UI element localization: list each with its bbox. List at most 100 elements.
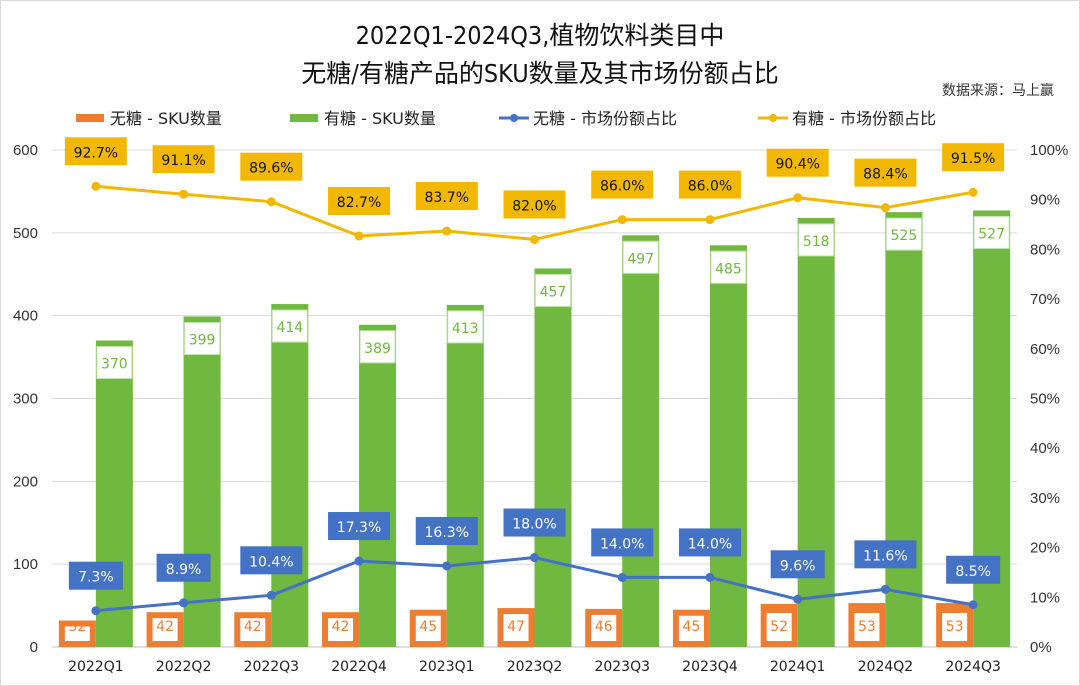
line-label-sugared: 92.7% — [74, 145, 118, 161]
line-point — [91, 181, 101, 191]
line-point — [266, 590, 276, 600]
y2-tick-label: 100% — [1030, 142, 1068, 159]
x-tick-label: 2022Q4 — [331, 659, 387, 675]
bar-label-sugar-free: 42 — [244, 619, 262, 635]
line-label-sugar-free: 8.9% — [166, 562, 202, 578]
y-tick-label: 500 — [13, 225, 38, 242]
bar-label-box — [328, 618, 354, 641]
y-tick-label: 600 — [13, 142, 38, 159]
y2-tick-label: 70% — [1030, 291, 1060, 308]
bar-label-sugared: 525 — [891, 228, 918, 244]
line-point — [617, 572, 627, 582]
bar-label-box — [885, 217, 922, 251]
x-tick-label: 2023Q1 — [419, 659, 475, 675]
y2-tick-label: 50% — [1030, 391, 1060, 408]
y-tick-label: 0 — [30, 639, 38, 656]
bar-label-sugar-free: 42 — [332, 619, 350, 635]
line-point — [266, 197, 276, 207]
bar-label-box — [622, 240, 659, 274]
line-label-box — [415, 516, 478, 545]
line-label-box — [503, 190, 566, 219]
line-point — [530, 234, 539, 244]
line-label-sugar-free: 9.6% — [780, 558, 816, 574]
line-label-sugared: 89.6% — [249, 161, 293, 177]
line-label-box — [240, 546, 303, 575]
line-point — [179, 598, 189, 608]
bar-label-sugar-free: 45 — [683, 619, 701, 635]
line-label-box — [766, 148, 829, 177]
line-label-box — [591, 528, 654, 557]
legend-label: 有糖 - SKU数量 — [324, 109, 436, 128]
bar-sugared-sku — [885, 212, 923, 647]
chart-title: 2022Q1-2024Q3,植物饮料类目中 — [355, 21, 725, 50]
y2-tick-label: 60% — [1030, 341, 1060, 358]
line-label-sugared: 82.0% — [512, 198, 556, 214]
chart-subtitle: 无糖/有糖产品的SKU数量及其市场份额占比 — [301, 59, 779, 88]
line-label-box — [328, 186, 391, 215]
line-label-box — [503, 508, 566, 537]
bar-label-sugared: 399 — [189, 332, 216, 348]
line-label-box — [770, 550, 825, 579]
bar-label-box — [591, 614, 617, 641]
legend-label: 有糖 - 市场份额占比 — [792, 109, 936, 128]
bar-label-box — [240, 618, 266, 641]
y2-tick-label: 10% — [1030, 589, 1060, 606]
y2-tick-label: 80% — [1030, 241, 1060, 258]
bar-label-box — [64, 626, 90, 641]
line-point — [793, 193, 803, 203]
line-point — [354, 556, 364, 566]
bar-label-sugar-free: 45 — [419, 619, 437, 635]
bar-sugared-sku — [622, 235, 660, 647]
line-label-box — [64, 137, 127, 166]
x-tick-label: 2022Q2 — [156, 659, 212, 675]
legend-marker — [510, 114, 518, 122]
line-point — [968, 600, 978, 610]
bar-sugared-sku — [95, 340, 133, 647]
bar-label-box — [359, 330, 396, 364]
bar-label-box — [678, 615, 704, 641]
line-label-box — [942, 143, 1005, 172]
line-label-sugar-free: 10.4% — [249, 554, 293, 570]
bar-label-sugared: 370 — [101, 357, 128, 373]
line-label-sugared: 86.0% — [600, 179, 644, 195]
line-label-sugared: 83.7% — [425, 190, 469, 206]
bar-label-sugar-free: 47 — [507, 619, 525, 635]
x-tick-label: 2024Q1 — [770, 659, 826, 675]
bar-label-sugared: 389 — [364, 341, 391, 357]
bar-sugared-sku — [183, 316, 221, 647]
y2-tick-label: 20% — [1030, 540, 1060, 557]
line-label-box — [946, 555, 1001, 584]
legend-label: 无糖 - SKU数量 — [110, 109, 222, 128]
bar-label-box — [271, 309, 308, 343]
bar-label-sugared: 527 — [978, 226, 1005, 242]
line-label-sugared: 91.1% — [161, 153, 205, 169]
line-label-sugar-free: 7.3% — [78, 570, 114, 586]
line-label-sugared: 88.4% — [863, 167, 907, 183]
y2-tick-label: 0% — [1030, 639, 1052, 656]
bar-label-box — [798, 223, 835, 257]
bar-label-sugar-free: 53 — [858, 619, 876, 635]
x-tick-label: 2023Q3 — [594, 659, 650, 675]
y2-tick-label: 30% — [1030, 490, 1060, 507]
bar-label-sugared: 413 — [452, 321, 479, 337]
line-label-box — [415, 182, 478, 211]
line-label-sugared: 90.4% — [775, 157, 819, 173]
y-tick-label: 200 — [13, 473, 38, 490]
line-point — [91, 606, 101, 616]
legend-label: 无糖 - 市场份额占比 — [533, 109, 677, 128]
line-label-sugar-free: 11.6% — [863, 548, 907, 564]
bar-label-sugar-free: 52 — [770, 619, 788, 635]
legend-marker — [769, 114, 777, 122]
bar-sugared-sku — [359, 324, 397, 647]
line-point — [354, 231, 364, 241]
bar-label-box — [184, 321, 221, 355]
line-point — [880, 584, 890, 594]
y-tick-label: 300 — [13, 391, 38, 408]
line-label-box — [328, 512, 391, 541]
line-label-sugared: 91.5% — [951, 151, 995, 167]
bar-label-box — [942, 613, 968, 641]
line-label-box — [156, 553, 211, 582]
bar-label-box — [854, 613, 880, 641]
x-tick-label: 2023Q4 — [682, 659, 738, 675]
